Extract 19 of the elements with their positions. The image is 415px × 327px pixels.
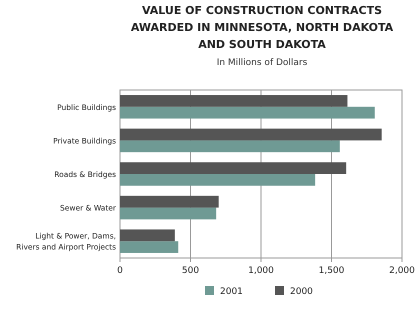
- bar: [120, 128, 382, 140]
- x-tick-label: 500: [182, 266, 200, 276]
- chart-subtitle: In Millions of Dollars: [216, 58, 308, 68]
- bar: [120, 196, 219, 208]
- legend-label: 2001: [220, 287, 243, 297]
- bar: [120, 241, 178, 253]
- x-tick-label: 0: [117, 266, 124, 276]
- x-tick-label: 1,000: [248, 266, 274, 276]
- bar: [120, 106, 375, 119]
- bar: [120, 208, 216, 220]
- bar: [120, 95, 348, 107]
- x-tick-label: 1,500: [318, 266, 345, 276]
- bar: [120, 174, 316, 186]
- chart-title: VALUE OF CONSTRUCTION CONTRACTS AWARDED IN MINNESOTA, NORTH DAKOTA AND SOUTH DAKOTA: [130, 4, 394, 51]
- bar: [120, 229, 175, 242]
- bar: [120, 162, 346, 174]
- legend-label: 2000: [290, 287, 314, 297]
- bar: [120, 140, 340, 152]
- x-tick-label: 2,000: [389, 266, 415, 276]
